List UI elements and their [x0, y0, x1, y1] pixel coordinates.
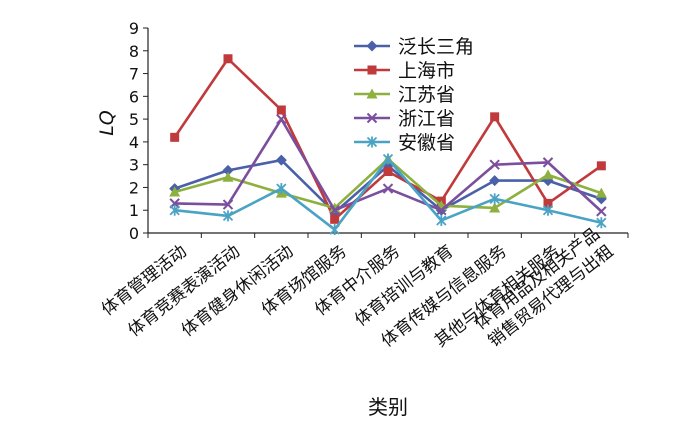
marker-stroke [596, 206, 607, 217]
data-point [489, 159, 500, 170]
y-tick-label: 2 [129, 178, 139, 197]
data-point [170, 132, 180, 142]
data-point [489, 202, 501, 213]
legend-item: 泛长三角 [354, 36, 474, 58]
legend-marker [366, 40, 378, 52]
series-line [173, 57, 603, 221]
marker-stroke [542, 157, 554, 168]
y-tick-label: 0 [129, 224, 139, 243]
data-point [382, 183, 394, 194]
legend-item: 上海市 [354, 60, 455, 82]
data-point [596, 217, 607, 229]
y-axis-label: LQ [96, 110, 118, 136]
data-point [542, 169, 554, 180]
marker-stroke [222, 199, 234, 210]
legend-item: 浙江省 [354, 108, 455, 130]
data-point [275, 154, 287, 166]
data-point [543, 198, 553, 208]
x-axis-label: 类别 [368, 395, 408, 419]
legend-label: 安徽省 [398, 132, 455, 154]
marker-stroke [366, 112, 378, 124]
data-point [276, 113, 287, 125]
series-上海市 [170, 54, 606, 224]
data-point [223, 54, 233, 64]
y-tick-label: 4 [129, 133, 139, 152]
data-point [382, 153, 394, 165]
data-point [489, 175, 501, 187]
marker-stroke [382, 183, 394, 194]
data-point [276, 105, 286, 115]
legend-marker [366, 136, 378, 148]
data-point [436, 205, 447, 216]
data-point [169, 204, 180, 216]
legend-item: 江苏省 [354, 84, 455, 106]
y-tick-label: 9 [129, 19, 139, 38]
data-point [329, 205, 340, 216]
data-point [222, 199, 234, 210]
y-tick-label: 8 [129, 42, 139, 61]
legend-marker [366, 112, 378, 124]
legend-label: 江苏省 [398, 84, 455, 106]
series-layer [169, 54, 607, 236]
data-point [329, 224, 340, 236]
data-point [542, 204, 554, 216]
data-point [489, 193, 500, 205]
data-point [596, 161, 606, 171]
data-point [169, 186, 181, 197]
data-point [596, 206, 607, 217]
data-point [222, 210, 234, 222]
data-point [330, 214, 340, 224]
y-tick-label: 3 [129, 156, 139, 175]
legend-item: 安徽省 [354, 132, 455, 154]
marker-stroke [329, 205, 340, 216]
data-point [490, 112, 500, 122]
data-point [276, 183, 287, 195]
y-tick-label: 5 [129, 110, 139, 129]
series-安徽省 [169, 153, 607, 236]
marker-stroke [276, 113, 287, 125]
marker-stroke [489, 159, 500, 170]
marker-stroke [436, 205, 447, 216]
data-point [222, 164, 234, 176]
y-tick-label: 7 [129, 65, 139, 84]
data-point [436, 214, 447, 226]
data-point [595, 187, 607, 198]
y-tick-label: 6 [129, 87, 139, 106]
legend-label: 上海市 [398, 60, 455, 82]
data-point [383, 167, 393, 176]
data-point [222, 171, 234, 182]
legend-marker [366, 88, 378, 99]
data-point [542, 157, 554, 168]
legend-label: 浙江省 [398, 108, 455, 130]
legend-marker [367, 65, 377, 75]
legend-label: 泛长三角 [398, 36, 474, 58]
y-tick-label: 1 [129, 201, 139, 220]
